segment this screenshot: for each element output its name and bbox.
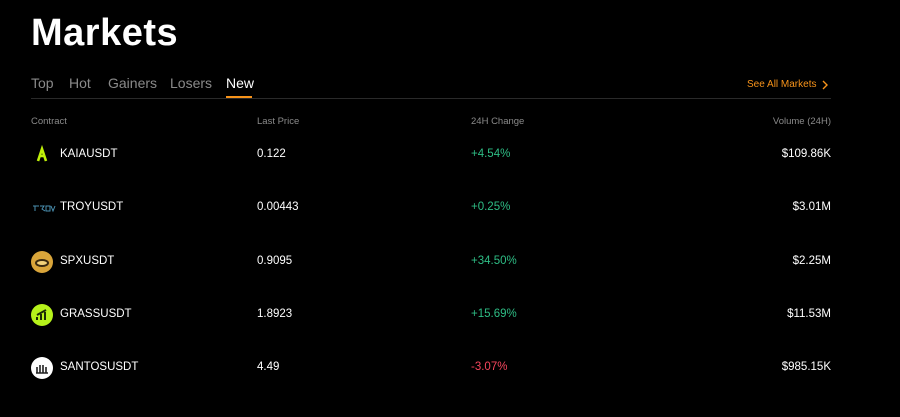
tab[interactable]: Top <box>31 75 54 91</box>
volume-24h: $11.53M <box>787 307 831 320</box>
coin-icon <box>31 250 53 273</box>
volume-24h: $2.25M <box>792 254 831 267</box>
volume-24h: $109.86K <box>781 148 831 160</box>
active-tab-indicator <box>226 96 252 98</box>
see-all-link[interactable]: See All Markets <box>747 79 817 90</box>
last-price: 0.9095 <box>257 254 293 267</box>
coin-icon <box>31 144 53 166</box>
contract-name[interactable]: TROYUSDT <box>60 201 124 214</box>
change-24h: +15.69% <box>471 307 517 320</box>
chevron-icon[interactable] <box>821 80 829 90</box>
change-24h: +34.50% <box>471 254 517 267</box>
column-header: Volume (24H) <box>772 116 831 127</box>
column-header: Contract <box>31 116 67 127</box>
tab[interactable]: New <box>226 75 255 91</box>
last-price: 0.00443 <box>257 201 299 214</box>
coin-icon <box>31 303 53 326</box>
coin-icon <box>33 205 56 213</box>
page-title: Markets <box>31 12 179 54</box>
tab[interactable]: Hot <box>69 75 91 91</box>
column-header: Last Price <box>257 116 300 127</box>
contract-name[interactable]: SANTOSUSDT <box>60 361 139 374</box>
contract-name[interactable]: GRASSUSDT <box>60 307 132 320</box>
coin-icon <box>31 357 53 380</box>
change-24h: -3.07% <box>471 361 508 374</box>
contract-name[interactable]: SPXUSDT <box>60 254 115 267</box>
volume-24h: $985.15K <box>781 361 831 374</box>
column-header: 24H Change <box>471 116 525 127</box>
volume-24h: $3.01M <box>792 201 831 214</box>
divider <box>31 98 831 99</box>
change-24h: +4.54% <box>471 148 511 160</box>
last-price: 0.122 <box>257 148 286 160</box>
tab[interactable]: Gainers <box>108 75 158 91</box>
last-price: 4.49 <box>257 361 280 374</box>
tab[interactable]: Losers <box>170 75 213 91</box>
change-24h: +0.25% <box>471 201 511 214</box>
contract-name[interactable]: KAIAUSDT <box>60 148 118 160</box>
last-price: 1.8923 <box>257 307 293 320</box>
